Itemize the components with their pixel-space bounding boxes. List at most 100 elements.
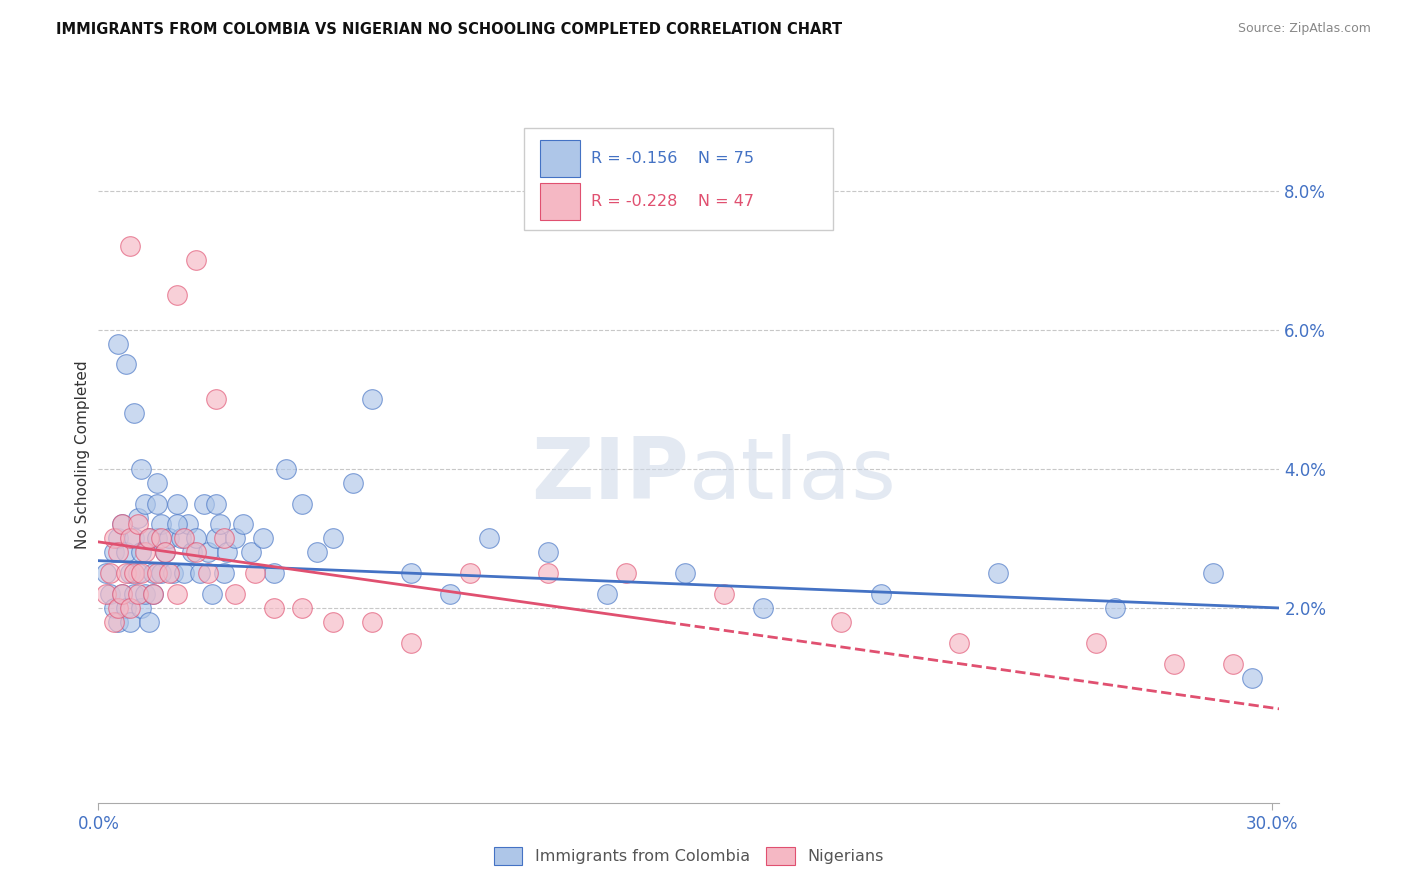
Point <box>186 545 208 559</box>
Y-axis label: No Schooling Completed: No Schooling Completed <box>75 360 90 549</box>
Point <box>146 497 169 511</box>
Point <box>537 545 560 559</box>
Point <box>188 566 211 581</box>
Point <box>118 532 141 546</box>
Point <box>276 462 298 476</box>
Point <box>948 636 970 650</box>
Point <box>142 587 165 601</box>
Point <box>157 532 180 546</box>
Point <box>138 532 160 546</box>
Point <box>1163 657 1185 671</box>
Point <box>869 587 891 601</box>
Point <box>232 517 254 532</box>
Point <box>146 532 169 546</box>
Point <box>291 497 314 511</box>
Point <box>1104 601 1126 615</box>
Point <box>142 566 165 581</box>
Point <box>118 601 141 615</box>
Point <box>153 545 176 559</box>
Point <box>201 587 224 601</box>
Point <box>361 615 384 629</box>
Point <box>118 615 141 629</box>
Point <box>122 406 145 420</box>
Point <box>118 239 141 253</box>
Point <box>114 545 136 559</box>
Point <box>138 615 160 629</box>
Point <box>107 615 129 629</box>
Point <box>150 532 173 546</box>
Point <box>169 532 191 546</box>
Text: ZIP: ZIP <box>531 434 689 517</box>
Text: atlas: atlas <box>689 434 897 517</box>
Point <box>134 497 156 511</box>
Point <box>263 601 285 615</box>
Point <box>111 517 134 532</box>
Point <box>263 566 285 581</box>
Point <box>150 517 173 532</box>
Point <box>157 566 180 581</box>
Point <box>478 532 501 546</box>
Point <box>107 601 129 615</box>
Point <box>181 545 204 559</box>
Point <box>537 566 560 581</box>
Point <box>131 601 153 615</box>
Point <box>322 532 344 546</box>
Point <box>138 532 160 546</box>
Point <box>146 475 169 490</box>
Point <box>166 288 188 302</box>
Point <box>1084 636 1107 650</box>
Point <box>146 566 169 581</box>
Point <box>987 566 1010 581</box>
Point <box>131 545 153 559</box>
Point <box>307 545 329 559</box>
Point <box>830 615 852 629</box>
Point <box>713 587 735 601</box>
Text: Source: ZipAtlas.com: Source: ZipAtlas.com <box>1237 22 1371 36</box>
Point <box>186 532 208 546</box>
Point <box>131 566 153 581</box>
Point <box>342 475 364 490</box>
Point <box>114 566 136 581</box>
Point <box>291 601 314 615</box>
Point <box>111 587 134 601</box>
Point <box>173 566 195 581</box>
Point <box>107 532 129 546</box>
Point <box>614 566 637 581</box>
Legend: Immigrants from Colombia, Nigerians: Immigrants from Colombia, Nigerians <box>488 840 890 871</box>
Point <box>127 510 149 524</box>
Point <box>173 532 195 546</box>
Point <box>122 566 145 581</box>
Text: IMMIGRANTS FROM COLOMBIA VS NIGERIAN NO SCHOOLING COMPLETED CORRELATION CHART: IMMIGRANTS FROM COLOMBIA VS NIGERIAN NO … <box>56 22 842 37</box>
Point <box>111 587 134 601</box>
Point <box>1241 671 1264 685</box>
Point <box>131 462 153 476</box>
Point <box>107 545 129 559</box>
Point <box>127 517 149 532</box>
Text: R = -0.156    N = 75: R = -0.156 N = 75 <box>591 151 754 166</box>
Point <box>98 587 121 601</box>
Point <box>153 545 176 559</box>
Point <box>212 566 235 581</box>
Point <box>401 636 423 650</box>
Point <box>322 615 344 629</box>
Point <box>122 587 145 601</box>
Point <box>177 517 200 532</box>
Point <box>98 566 121 581</box>
Point <box>401 566 423 581</box>
Point <box>142 587 165 601</box>
Point <box>197 545 219 559</box>
Point <box>134 587 156 601</box>
Point <box>114 358 136 372</box>
Point <box>107 336 129 351</box>
Point <box>103 601 125 615</box>
Point <box>361 392 384 407</box>
Point <box>673 566 696 581</box>
Point <box>204 392 226 407</box>
Point <box>118 566 141 581</box>
Point <box>103 545 125 559</box>
Point <box>197 566 219 581</box>
Point <box>596 587 619 601</box>
Point <box>103 532 125 546</box>
Point <box>243 566 266 581</box>
Point <box>96 587 118 601</box>
